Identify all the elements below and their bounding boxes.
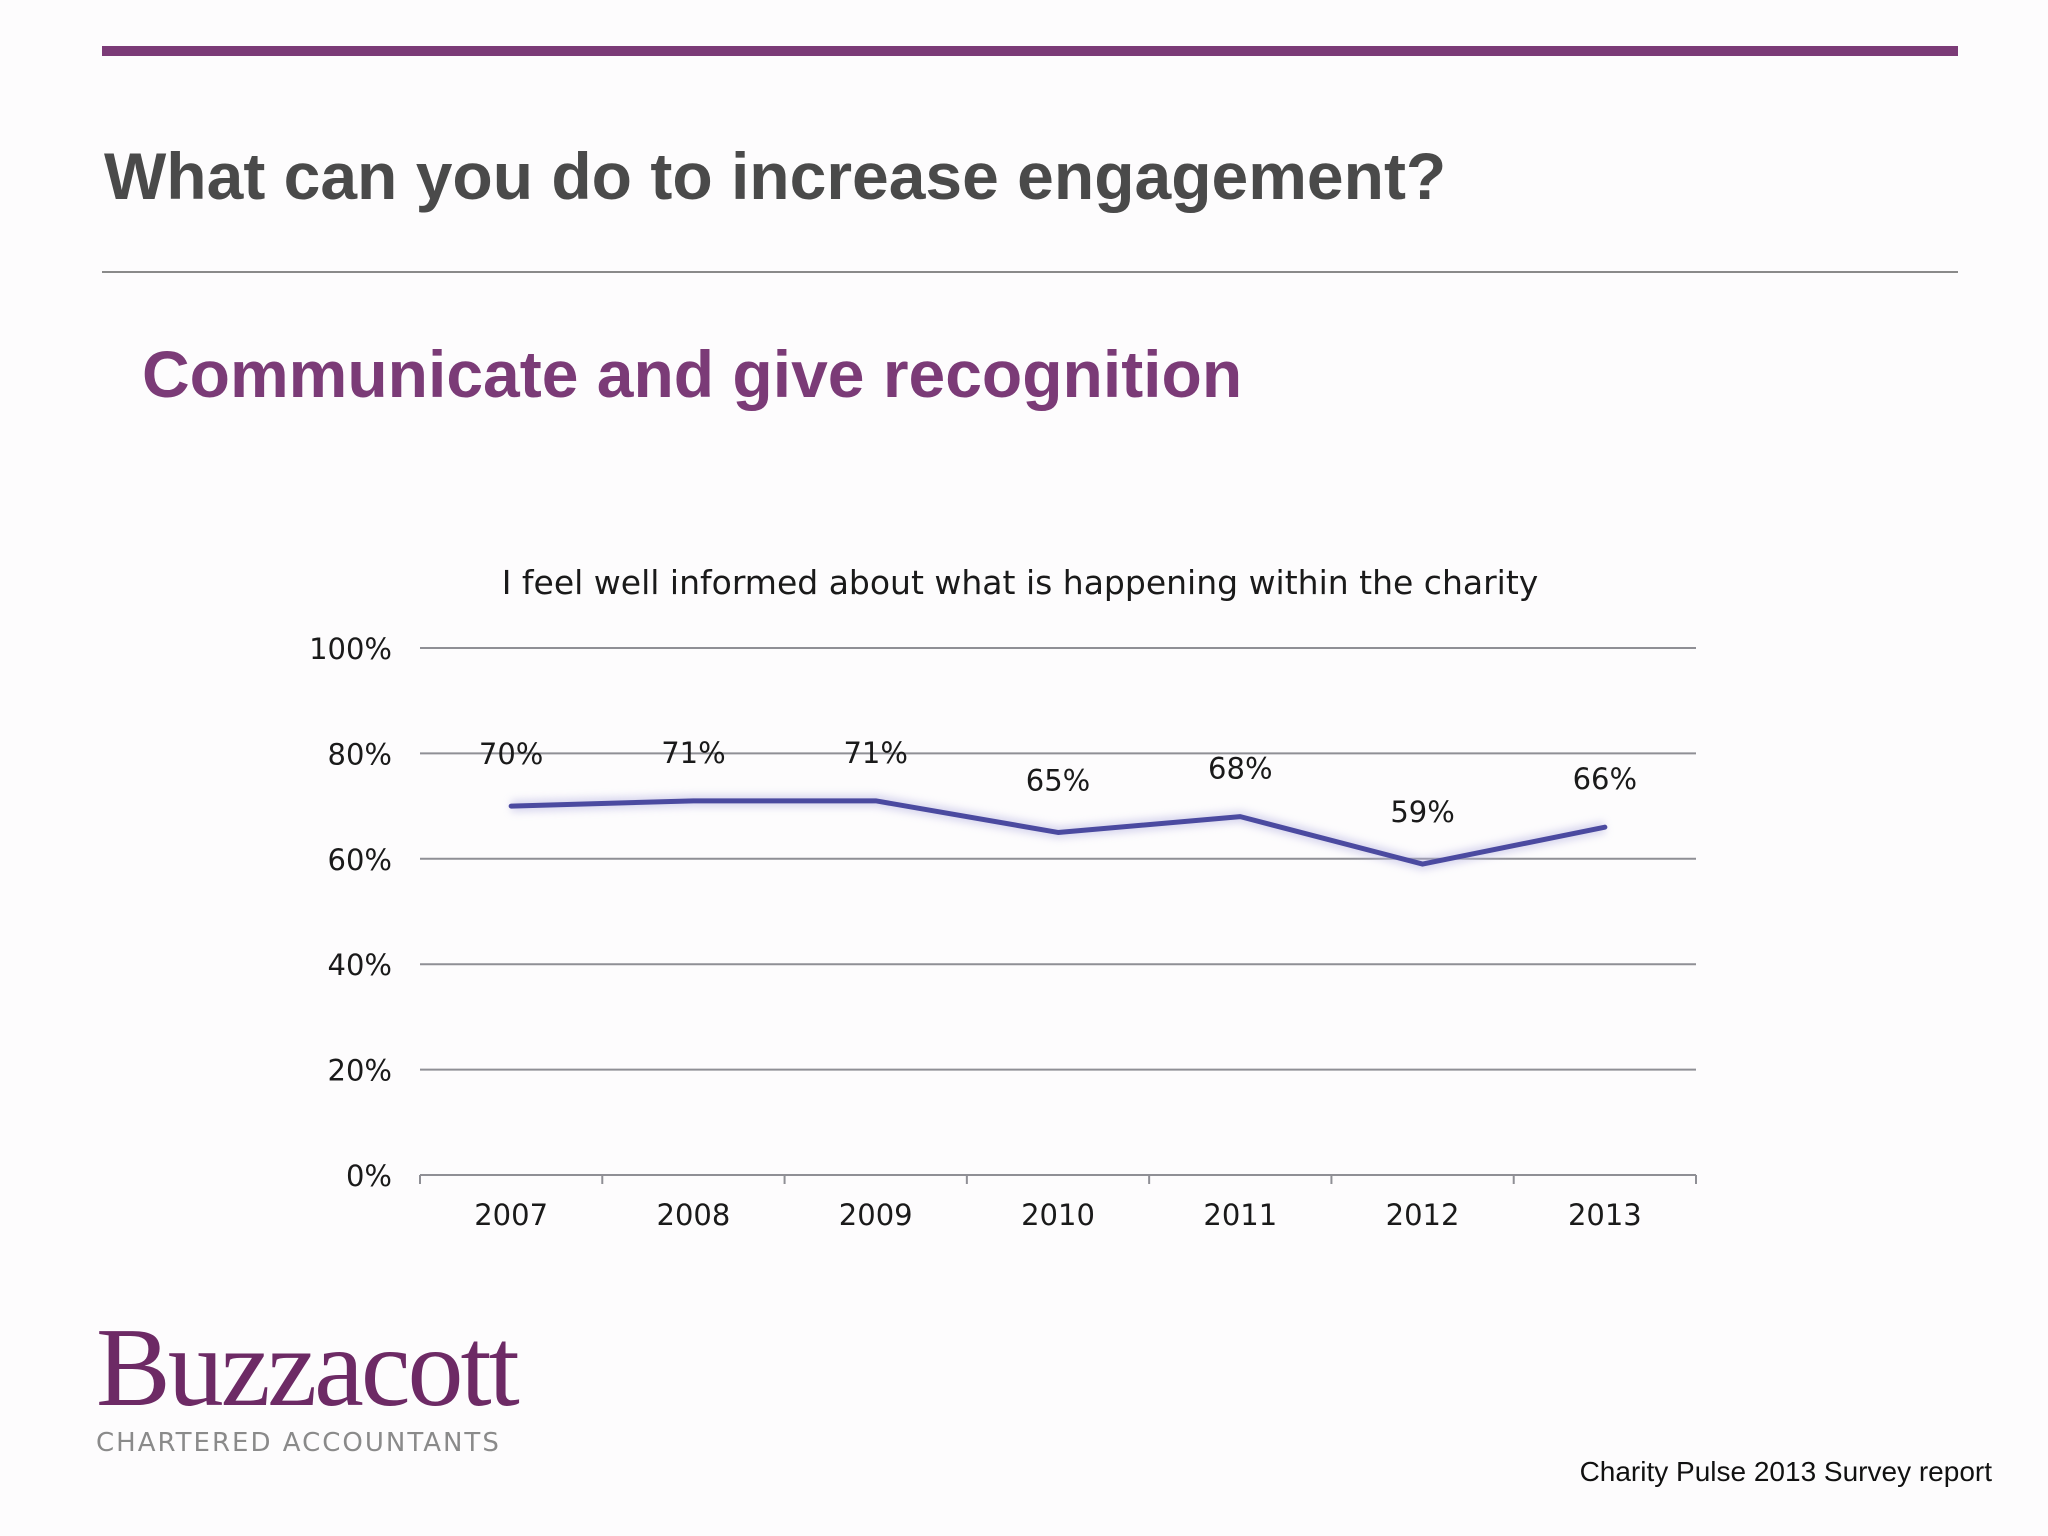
series-line-group: [508, 794, 1608, 871]
data-label: 70%: [479, 737, 543, 771]
y-tick-label: 80%: [328, 737, 392, 771]
y-tick-label: 100%: [309, 632, 392, 666]
y-axis-tick-labels: 0% 20% 40% 60% 80% 100%: [309, 632, 392, 1193]
y-tick-label: 20%: [328, 1054, 392, 1088]
footer-source-note: Charity Pulse 2013 Survey report: [1579, 1456, 1992, 1487]
x-tick-label: 2008: [657, 1198, 731, 1232]
y-tick-label: 60%: [328, 843, 392, 877]
x-tick-label: 2007: [474, 1198, 548, 1232]
data-labels: 70% 71% 71% 65% 68% 59% 66%: [479, 736, 1637, 829]
chart-title: I feel well informed about what is happe…: [501, 563, 1539, 602]
title-divider: [102, 271, 1958, 273]
x-tick-label: 2011: [1203, 1198, 1277, 1232]
data-label: 71%: [661, 736, 725, 770]
x-tick-label: 2012: [1386, 1198, 1460, 1232]
data-label: 71%: [843, 736, 907, 770]
buzzacott-logo: Buzzacott CHARTERED ACCOUNTANTS: [96, 1306, 520, 1458]
top-accent-bar: [102, 46, 1958, 56]
gridlines: [420, 647, 1696, 1071]
data-label: 59%: [1390, 795, 1454, 829]
logo-tagline: CHARTERED ACCOUNTANTS: [96, 1428, 501, 1458]
data-label: 68%: [1208, 752, 1272, 786]
x-axis-tick-labels: 2007 2008 2009 2010 2011 2012 2013: [474, 1198, 1642, 1232]
series-line: [508, 798, 1608, 867]
x-tick-label: 2009: [839, 1198, 913, 1232]
x-tick-label: 2010: [1021, 1198, 1095, 1232]
data-label: 66%: [1573, 762, 1637, 796]
x-axis: [419, 1174, 1697, 1184]
logo-wordmark: Buzzacott: [96, 1306, 520, 1430]
data-label: 65%: [1026, 763, 1090, 797]
slide-title: What can you do to increase engagement?: [104, 139, 1447, 213]
y-tick-label: 40%: [328, 948, 392, 982]
slide-subtitle: Communicate and give recognition: [142, 337, 1243, 411]
x-tick-label: 2013: [1568, 1198, 1642, 1232]
y-tick-label: 0%: [346, 1159, 392, 1193]
